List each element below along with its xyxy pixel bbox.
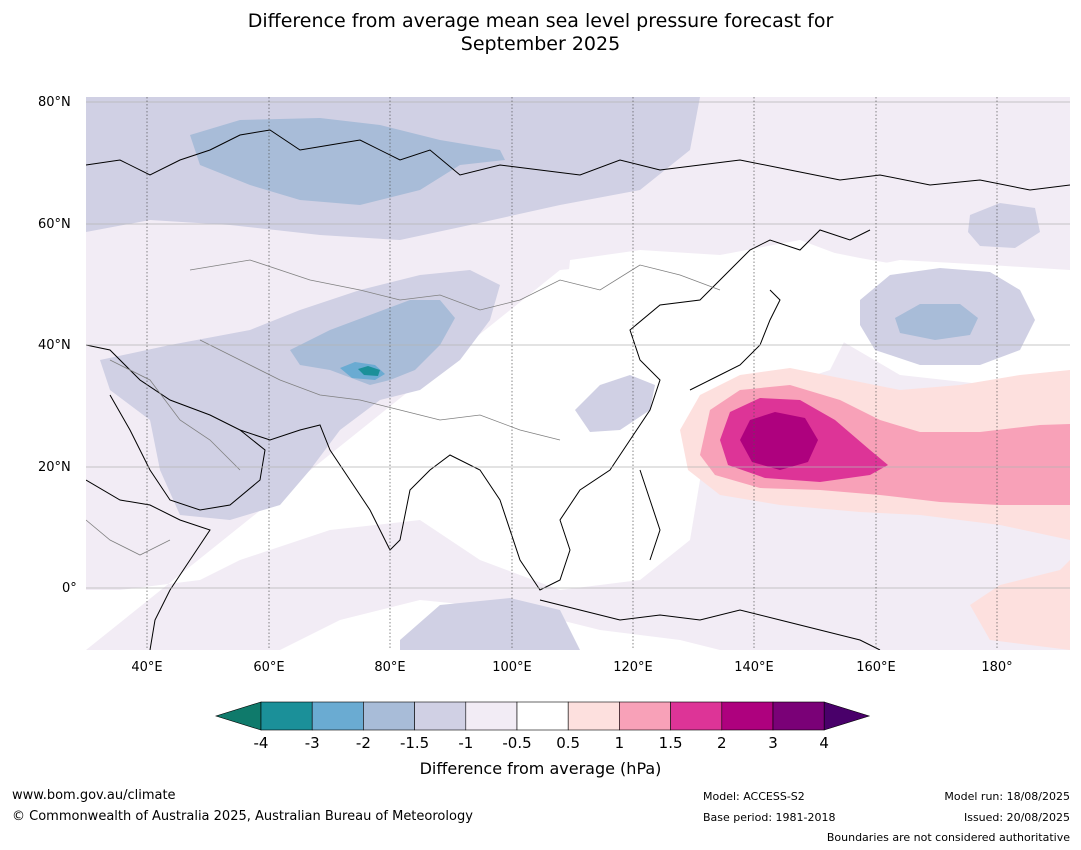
anomaly-region-lavender-npacific bbox=[968, 203, 1040, 248]
colorbar-segment bbox=[619, 701, 671, 731]
border-africa bbox=[86, 519, 171, 556]
lon-label-120: 120°E bbox=[613, 660, 653, 675]
border-south-asia bbox=[199, 339, 561, 441]
coastlines bbox=[86, 129, 1070, 650]
lon-label-40: 40°E bbox=[131, 660, 163, 675]
lon-label-140: 140°E bbox=[734, 660, 774, 675]
colorbar-segment bbox=[363, 701, 415, 731]
footer-model: Model: ACCESS-S2 bbox=[703, 790, 805, 803]
anomaly-fields bbox=[86, 97, 1070, 650]
anomaly-region-lavender-south bbox=[400, 598, 580, 650]
lon-label-80: 80°E bbox=[374, 660, 406, 675]
colorbar-tick-label: -0.5 bbox=[502, 734, 532, 752]
coastline-arabia bbox=[109, 394, 266, 511]
colorbar-label: Difference from average (hPa) bbox=[419, 759, 662, 778]
border-central-asia bbox=[189, 259, 721, 311]
lat-label-80: 80°N bbox=[38, 95, 71, 110]
lon-label-180: 180° bbox=[981, 660, 1013, 675]
colorbar-segment bbox=[516, 701, 569, 731]
graticule bbox=[86, 97, 1070, 650]
colorbar-tick-label: 3 bbox=[768, 734, 778, 752]
coastline-eurasia-north bbox=[86, 129, 1070, 191]
colorbar-tick-label: -1.5 bbox=[399, 734, 430, 752]
border-middle-east bbox=[109, 359, 241, 471]
colorbar-segment bbox=[260, 701, 313, 731]
coastline-africa bbox=[86, 479, 211, 650]
footer-disclaimer: Boundaries are not considered authoritat… bbox=[826, 831, 1070, 844]
colorbar-arrow-high bbox=[823, 701, 871, 731]
country-borders bbox=[86, 259, 721, 556]
lat-label-0: 0° bbox=[62, 581, 77, 596]
colorbar-tick-label: 1 bbox=[614, 734, 625, 752]
colorbar-tick-label: -3 bbox=[304, 734, 320, 752]
colorbar-tick-label: -4 bbox=[253, 734, 269, 752]
colorbar-segment bbox=[772, 701, 825, 731]
title-line-2: September 2025 bbox=[460, 33, 621, 55]
lon-label-100: 100°E bbox=[492, 660, 532, 675]
colorbar-segment bbox=[721, 701, 774, 731]
lon-label-60: 60°E bbox=[253, 660, 285, 675]
anomaly-region-blue-pacific bbox=[895, 304, 978, 340]
lat-label-20: 20°N bbox=[38, 460, 71, 475]
lat-label-60: 60°N bbox=[38, 217, 71, 232]
anomaly-region-lavender-china bbox=[575, 375, 655, 432]
map-title: Difference from average mean sea level p… bbox=[0, 10, 1081, 56]
colorbar-tick-label: 4 bbox=[819, 734, 829, 752]
coastline-maritime bbox=[539, 599, 881, 650]
colorbar-tick-label: 1.5 bbox=[658, 734, 683, 752]
anomaly-region-blue-asia bbox=[290, 300, 455, 385]
colorbar-tick-label: 0.5 bbox=[556, 734, 581, 752]
colorbar-segment bbox=[414, 701, 467, 731]
colorbar-tick-label: 2 bbox=[717, 734, 727, 752]
footer-model-run: Model run: 18/08/2025 bbox=[944, 790, 1070, 803]
colorbar-segment bbox=[567, 701, 620, 731]
coastline-europe-asia-south bbox=[86, 229, 871, 591]
footer-issued: Issued: 20/08/2025 bbox=[963, 811, 1070, 824]
colorbar-segment bbox=[465, 701, 518, 731]
colorbar-tick-label: -2 bbox=[355, 734, 371, 752]
colorbar-tick-label: -1 bbox=[458, 734, 474, 752]
lat-label-40: 40°N bbox=[38, 338, 71, 353]
lon-label-160: 160°E bbox=[856, 660, 896, 675]
anomaly-region-teal bbox=[358, 366, 380, 376]
anomaly-region-white-southeast bbox=[390, 380, 720, 590]
footer-website: www.bom.gov.au/climate bbox=[12, 788, 176, 803]
colorbar bbox=[214, 701, 871, 731]
title-line-1: Difference from average mean sea level p… bbox=[247, 10, 834, 32]
colorbar-segment bbox=[311, 701, 364, 731]
coastline-philippines bbox=[639, 469, 661, 561]
colorbar-segment bbox=[670, 701, 723, 731]
anomaly-region-dark-magenta bbox=[740, 412, 818, 470]
footer-copyright: © Commonwealth of Australia 2025, Austra… bbox=[12, 809, 473, 824]
colorbar-arrow-low bbox=[214, 701, 262, 731]
anomaly-region-white-north bbox=[565, 240, 840, 360]
footer-base-period: Base period: 1981-2018 bbox=[703, 811, 836, 824]
